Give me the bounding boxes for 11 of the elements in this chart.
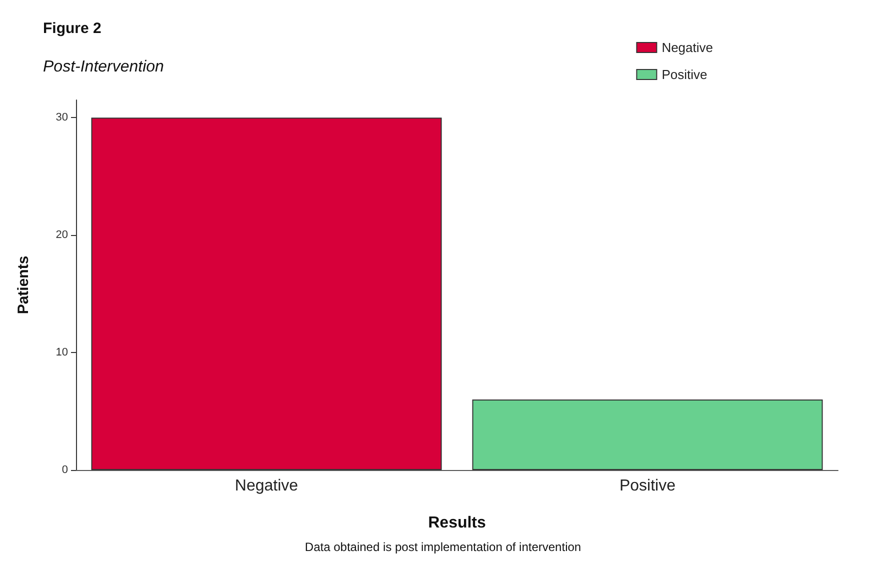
text: Data obtained is post implementation of intervention (304, 540, 582, 554)
chart-subtitle: Post-Intervention (43, 58, 164, 76)
x-axis-title: Results (428, 514, 486, 532)
y-tick-label: 20 (56, 229, 68, 242)
y-axis-title: Patients (15, 256, 32, 314)
legend-label: Negative (662, 40, 714, 55)
y-tick-label: 10 (56, 346, 68, 359)
y-tick-label: 30 (56, 112, 68, 124)
chart-title: Figure 2 (43, 20, 102, 37)
y-tick-label: 0 (62, 464, 68, 476)
legend-label: Positive (662, 67, 708, 82)
